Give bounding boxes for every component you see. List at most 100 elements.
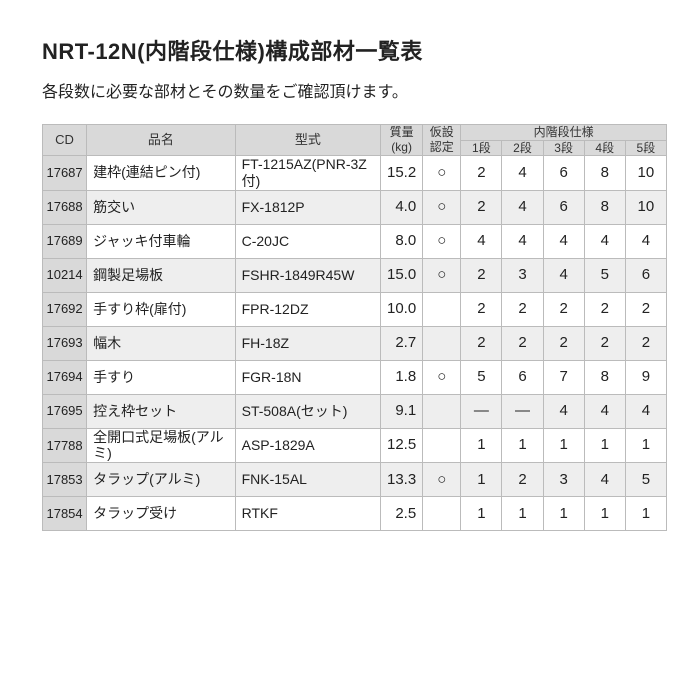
page-subtitle: 各段数に必要な部材とその数量をご確認頂けます。 xyxy=(42,78,670,102)
hdr-stage-1: 1段 xyxy=(461,140,502,156)
approval-cell: ○ xyxy=(423,190,461,224)
hdr-mass: 質量(kg) xyxy=(381,125,423,156)
mass-cell: 4.0 xyxy=(381,190,423,224)
hdr-stage-4: 4段 xyxy=(584,140,625,156)
table-row: 17694手すりFGR-18N1.8○56789 xyxy=(43,360,667,394)
model-cell: FT-1215AZ(PNR-3Z 付) xyxy=(235,156,380,191)
stage-5-cell: 2 xyxy=(625,326,666,360)
approval-cell xyxy=(423,292,461,326)
stage-3-cell: 1 xyxy=(543,428,584,463)
stage-4-cell: 8 xyxy=(584,190,625,224)
stage-5-cell: 5 xyxy=(625,463,666,497)
table-row: 17695控え枠セットST-508A(セット)9.1——444 xyxy=(43,394,667,428)
approval-cell xyxy=(423,497,461,531)
stage-5-cell: 4 xyxy=(625,224,666,258)
name-cell: タラップ受け xyxy=(87,497,235,531)
stage-1-cell: 1 xyxy=(461,428,502,463)
approval-cell xyxy=(423,326,461,360)
stage-4-cell: 5 xyxy=(584,258,625,292)
table-row: 17853タラップ(アルミ)FNK-15AL13.3○12345 xyxy=(43,463,667,497)
cd-cell: 17689 xyxy=(43,224,87,258)
stage-2-cell: 2 xyxy=(502,326,543,360)
model-cell: FNK-15AL xyxy=(235,463,380,497)
stage-5-cell: 2 xyxy=(625,292,666,326)
stage-2-cell: 4 xyxy=(502,224,543,258)
hdr-model: 型式 xyxy=(235,125,380,156)
mass-cell: 1.8 xyxy=(381,360,423,394)
stage-5-cell: 10 xyxy=(625,156,666,191)
approval-cell: ○ xyxy=(423,156,461,191)
stage-1-cell: 2 xyxy=(461,258,502,292)
table-row: 10214鋼製足場板FSHR-1849R45W15.0○23456 xyxy=(43,258,667,292)
model-cell: C-20JC xyxy=(235,224,380,258)
stage-1-cell: 1 xyxy=(461,497,502,531)
stage-2-cell: 6 xyxy=(502,360,543,394)
hdr-stage-3: 3段 xyxy=(543,140,584,156)
stage-3-cell: 6 xyxy=(543,190,584,224)
table-row: 17854タラップ受けRTKF2.511111 xyxy=(43,497,667,531)
table-row: 17693幅木FH-18Z2.722222 xyxy=(43,326,667,360)
mass-cell: 8.0 xyxy=(381,224,423,258)
stage-5-cell: 4 xyxy=(625,394,666,428)
mass-cell: 2.5 xyxy=(381,497,423,531)
stage-4-cell: 4 xyxy=(584,224,625,258)
stage-1-cell: 1 xyxy=(461,463,502,497)
stage-2-cell: 4 xyxy=(502,190,543,224)
stage-5-cell: 9 xyxy=(625,360,666,394)
stage-3-cell: 3 xyxy=(543,463,584,497)
stage-3-cell: 2 xyxy=(543,326,584,360)
mass-cell: 15.0 xyxy=(381,258,423,292)
parts-table: CD 品名 型式 質量(kg) 仮設認定 内階段仕様 1段 2段 3段 4段 5… xyxy=(42,124,667,531)
stage-1-cell: 5 xyxy=(461,360,502,394)
stage-1-cell: 2 xyxy=(461,190,502,224)
cd-cell: 17788 xyxy=(43,428,87,463)
stage-3-cell: 1 xyxy=(543,497,584,531)
stage-3-cell: 2 xyxy=(543,292,584,326)
model-cell: FSHR-1849R45W xyxy=(235,258,380,292)
hdr-spec-group: 内階段仕様 xyxy=(461,125,667,141)
hdr-name: 品名 xyxy=(87,125,235,156)
table-row: 17688筋交いFX-1812P4.0○246810 xyxy=(43,190,667,224)
stage-1-cell: 4 xyxy=(461,224,502,258)
table-row: 17788全開口式足場板(アルミ)ASP-1829A12.511111 xyxy=(43,428,667,463)
stage-5-cell: 1 xyxy=(625,497,666,531)
stage-3-cell: 4 xyxy=(543,224,584,258)
name-cell: 筋交い xyxy=(87,190,235,224)
stage-1-cell: — xyxy=(461,394,502,428)
page-title: NRT-12N(内階段仕様)構成部材一覧表 xyxy=(42,34,670,66)
stage-1-cell: 2 xyxy=(461,292,502,326)
approval-cell: ○ xyxy=(423,360,461,394)
stage-2-cell: 2 xyxy=(502,463,543,497)
stage-2-cell: 1 xyxy=(502,497,543,531)
cd-cell: 17695 xyxy=(43,394,87,428)
name-cell: 全開口式足場板(アルミ) xyxy=(87,428,235,463)
mass-cell: 13.3 xyxy=(381,463,423,497)
stage-5-cell: 1 xyxy=(625,428,666,463)
mass-cell: 15.2 xyxy=(381,156,423,191)
mass-cell: 9.1 xyxy=(381,394,423,428)
table-body: 17687建枠(連結ピン付)FT-1215AZ(PNR-3Z 付)15.2○24… xyxy=(43,156,667,531)
approval-cell: ○ xyxy=(423,463,461,497)
cd-cell: 17692 xyxy=(43,292,87,326)
name-cell: 幅木 xyxy=(87,326,235,360)
name-cell: 手すり枠(扉付) xyxy=(87,292,235,326)
table-header: CD 品名 型式 質量(kg) 仮設認定 内階段仕様 1段 2段 3段 4段 5… xyxy=(43,125,667,156)
cd-cell: 10214 xyxy=(43,258,87,292)
hdr-cd: CD xyxy=(43,125,87,156)
cd-cell: 17854 xyxy=(43,497,87,531)
cd-cell: 17693 xyxy=(43,326,87,360)
model-cell: FX-1812P xyxy=(235,190,380,224)
stage-4-cell: 1 xyxy=(584,428,625,463)
stage-1-cell: 2 xyxy=(461,326,502,360)
stage-3-cell: 6 xyxy=(543,156,584,191)
model-cell: FH-18Z xyxy=(235,326,380,360)
model-cell: ST-508A(セット) xyxy=(235,394,380,428)
approval-cell xyxy=(423,394,461,428)
stage-3-cell: 7 xyxy=(543,360,584,394)
hdr-approval: 仮設認定 xyxy=(423,125,461,156)
model-cell: ASP-1829A xyxy=(235,428,380,463)
stage-5-cell: 6 xyxy=(625,258,666,292)
mass-cell: 2.7 xyxy=(381,326,423,360)
stage-2-cell: 1 xyxy=(502,428,543,463)
stage-4-cell: 8 xyxy=(584,156,625,191)
